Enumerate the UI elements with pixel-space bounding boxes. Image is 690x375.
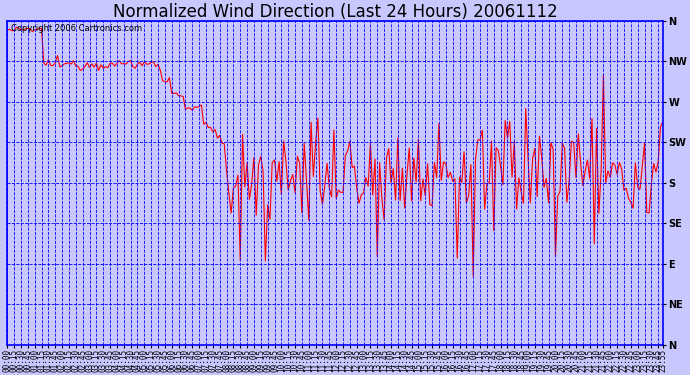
- Text: Copyright 2006 Cartronics.com: Copyright 2006 Cartronics.com: [10, 24, 141, 33]
- Title: Normalized Wind Direction (Last 24 Hours) 20061112: Normalized Wind Direction (Last 24 Hours…: [112, 3, 558, 21]
